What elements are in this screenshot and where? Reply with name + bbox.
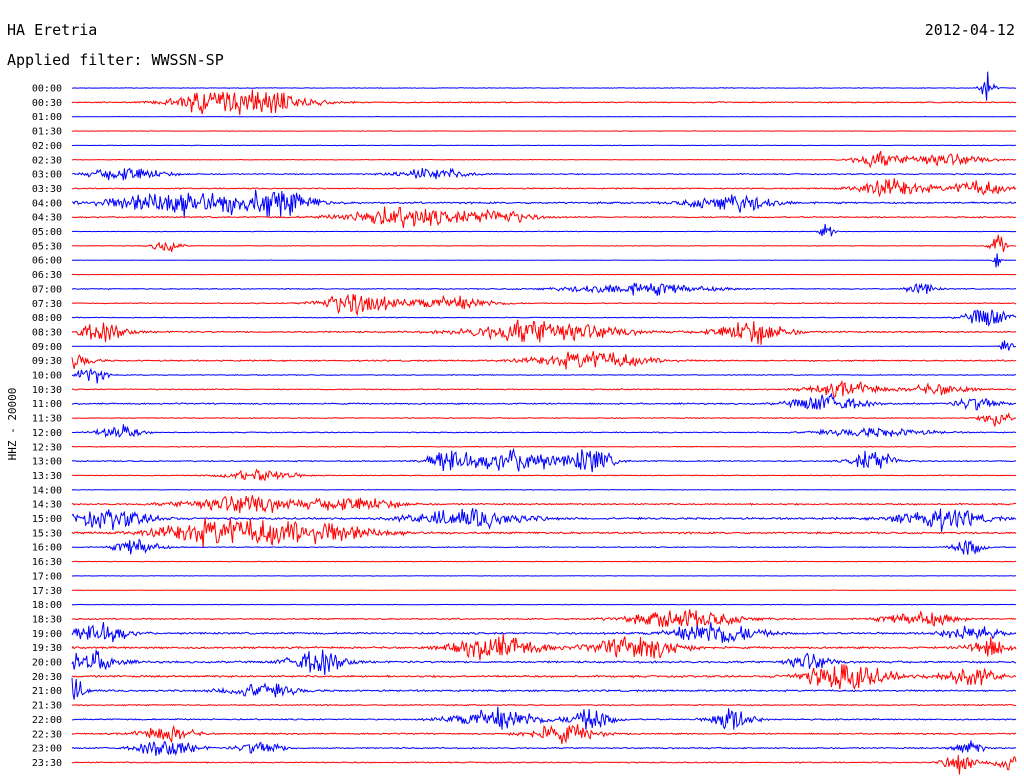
row-time-label: 01:30	[32, 127, 62, 138]
row-time-label: 12:00	[32, 428, 62, 439]
trace-line	[71, 167, 1017, 181]
trace-line	[71, 622, 1017, 644]
trace-line	[71, 508, 1017, 532]
trace-line	[71, 392, 1017, 411]
row-time-label: 10:30	[32, 385, 62, 396]
row-time-label: 06:00	[32, 256, 62, 267]
trace-line	[71, 740, 1017, 757]
row-time-label: 13:30	[32, 471, 62, 482]
trace-line	[71, 633, 1017, 661]
row-time-label: 02:00	[32, 141, 62, 152]
row-time-label: 06:30	[32, 270, 62, 281]
row-time-label: 15:30	[32, 528, 62, 539]
station-name: HA Eretria	[7, 21, 98, 39]
row-time-label: 00:30	[32, 98, 62, 109]
row-time-label: 14:30	[32, 500, 62, 511]
trace-line	[71, 379, 1017, 398]
record-date: 2012-04-12	[924, 21, 1015, 39]
row-time-label: 17:00	[32, 571, 62, 582]
row-time-label: 05:30	[32, 241, 62, 252]
trace-line	[71, 517, 1017, 549]
trace-line	[71, 603, 1017, 606]
row-time-label: 03:00	[32, 170, 62, 181]
row-time-label: 16:00	[32, 543, 62, 554]
trace-line	[71, 495, 1017, 514]
row-time-label: 00:00	[32, 84, 62, 95]
trace-line	[71, 253, 1017, 268]
row-time-label: 19:30	[32, 643, 62, 654]
row-time-label: 02:30	[32, 155, 62, 166]
row-time-label: 22:30	[32, 729, 62, 740]
row-time-label: 18:30	[32, 614, 62, 625]
trace-line	[71, 589, 1017, 592]
trace-line	[71, 319, 1017, 345]
row-time-label: 04:30	[32, 213, 62, 224]
row-time-label: 08:30	[32, 327, 62, 338]
trace-line	[71, 340, 1017, 351]
row-time-label: 09:00	[32, 342, 62, 353]
trace-line	[71, 664, 1017, 690]
trace-line	[71, 178, 1017, 198]
trace-line	[71, 293, 1016, 317]
trace-line	[71, 447, 1017, 473]
trace-line	[71, 445, 1017, 448]
trace-line	[71, 649, 1017, 676]
trace-line	[71, 677, 1017, 700]
row-time-label: 07:30	[32, 299, 62, 310]
row-time-label: 14:00	[32, 485, 62, 496]
trace-line	[71, 424, 1017, 438]
row-time-label: 09:30	[32, 356, 62, 367]
trace-line	[71, 144, 1016, 147]
row-time-label: 20:30	[32, 672, 62, 683]
row-time-label: 01:00	[32, 112, 62, 123]
trace-line	[71, 189, 1017, 218]
row-time-label: 22:00	[32, 715, 62, 726]
row-time-label: 16:30	[32, 557, 62, 568]
trace-line	[72, 206, 1017, 229]
trace-line	[71, 351, 1017, 370]
row-time-label: 23:00	[32, 744, 62, 755]
trace-line	[71, 703, 1017, 707]
y-axis-label: HHZ - 20000	[6, 388, 19, 461]
row-time-label: 03:30	[32, 184, 62, 195]
trace-line	[71, 234, 1017, 252]
trace-line	[71, 223, 1017, 237]
trace-line	[71, 724, 1017, 745]
row-time-label: 23:30	[32, 758, 62, 769]
row-time-label: 10:00	[32, 371, 62, 382]
trace-line	[71, 706, 1017, 730]
trace-line	[72, 754, 1017, 775]
trace-line	[71, 488, 1017, 491]
row-time-label: 19:00	[32, 629, 62, 640]
trace-line	[71, 309, 1017, 327]
row-time-label: 18:00	[32, 600, 62, 611]
filter-label: Applied filter: WWSSN-SP	[7, 51, 224, 69]
trace-line	[71, 367, 1017, 384]
row-time-label: 07:00	[32, 284, 62, 295]
row-time-label: 05:00	[32, 227, 62, 238]
row-time-label: 17:30	[32, 586, 62, 597]
trace-line	[71, 150, 1017, 169]
row-time-label: 20:00	[32, 658, 62, 669]
trace-line	[71, 538, 1017, 555]
trace-line	[71, 282, 1017, 296]
trace-line	[71, 89, 1017, 116]
trace-line	[72, 468, 1017, 482]
trace-line	[71, 609, 1017, 629]
row-time-label: 13:00	[32, 457, 62, 468]
trace-line	[72, 71, 1017, 101]
row-time-label: 04:00	[32, 198, 62, 209]
row-time-label: 11:00	[32, 399, 62, 410]
trace-line	[71, 560, 1016, 563]
row-time-label: 08:00	[32, 313, 62, 324]
row-time-label: 21:30	[32, 701, 62, 712]
row-time-label: 12:30	[32, 442, 62, 453]
row-time-label: 11:30	[32, 414, 62, 425]
trace-line	[71, 412, 1017, 427]
row-time-label: 21:00	[32, 686, 62, 697]
trace-line	[71, 130, 1017, 132]
row-time-label: 15:00	[32, 514, 62, 525]
